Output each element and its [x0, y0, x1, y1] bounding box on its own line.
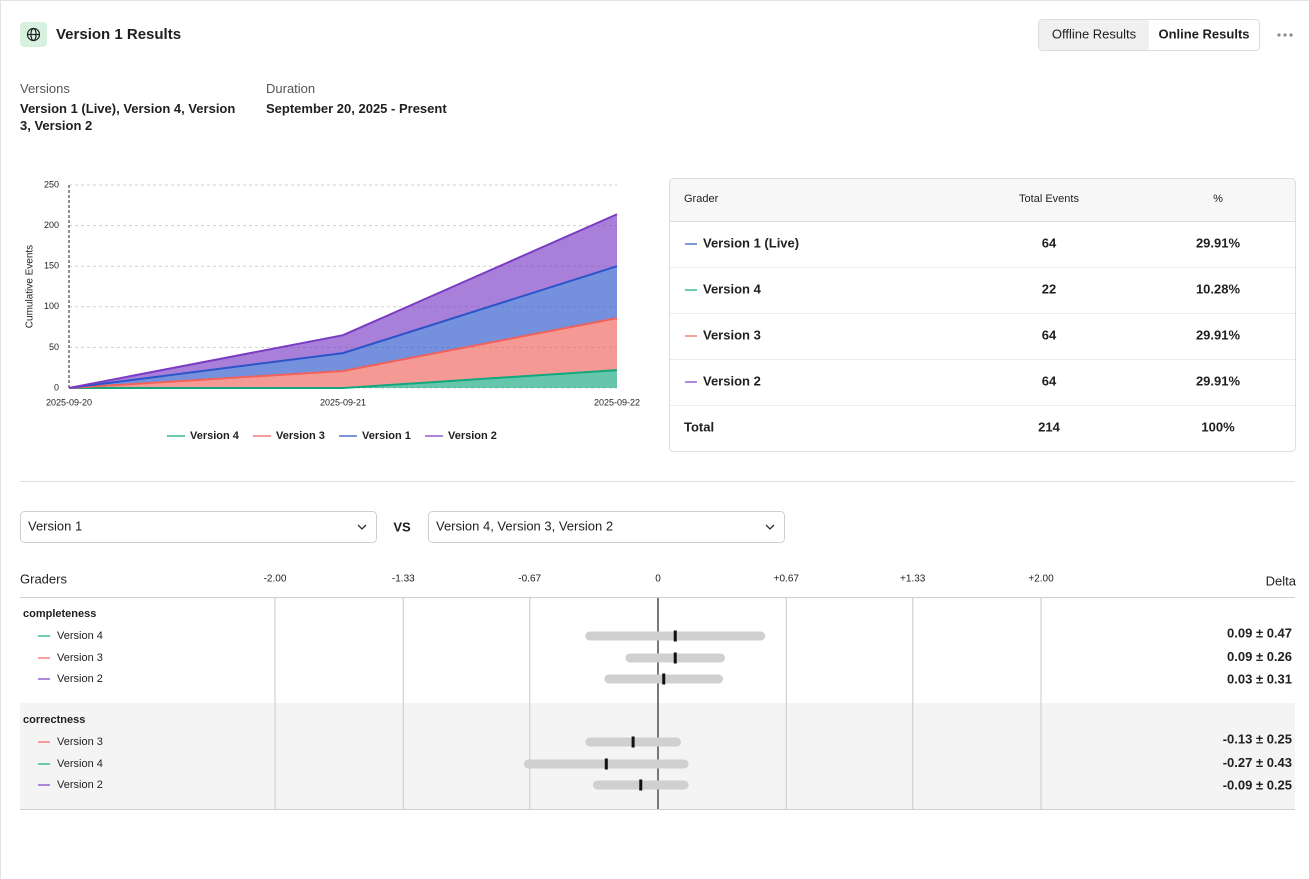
grader-name: correctness [23, 714, 85, 726]
series-name: Version 4 [57, 758, 103, 770]
series-name: Version 3 [57, 652, 103, 664]
mean-tick [673, 630, 677, 642]
percent-cell: 29.91% [1196, 373, 1241, 388]
axis-header: Graders [20, 571, 67, 586]
total-cell: 64 [1042, 327, 1057, 342]
tab-online[interactable]: Online Results [1158, 26, 1249, 41]
total-label: Total [684, 419, 714, 434]
versions-value: Version 1 (Live), Version 4, Version 3, … [20, 101, 236, 133]
total-percent: 100% [1201, 419, 1235, 434]
tab-offline-bg[interactable] [1039, 20, 1149, 50]
value-header: Delta [1266, 573, 1297, 588]
area-line [68, 265, 618, 389]
total-cell: 64 [1042, 373, 1057, 388]
table-header-bg [670, 179, 1295, 221]
area-fill [69, 266, 617, 388]
percent-cell: 29.91% [1196, 327, 1241, 342]
area-line [68, 213, 618, 389]
table-header: Total Events [1019, 193, 1079, 205]
legend-label: Version 4 [190, 430, 240, 442]
legend-label: Version 3 [276, 430, 325, 442]
chevron [765, 524, 775, 530]
x-tick-label: +2.00 [1028, 574, 1054, 585]
grader-cell: Version 3 [703, 327, 761, 342]
delta-label: 0.09 ± 0.47 [1227, 625, 1292, 640]
right-select[interactable] [428, 511, 785, 543]
versions-label: Versions [20, 81, 70, 96]
table-header: Grader [684, 193, 719, 205]
y-tick-label: 0 [54, 382, 59, 392]
grader-cell: Version 2 [703, 373, 761, 388]
total-cell: 22 [1042, 281, 1056, 296]
y-axis-label: Cumulative Events [25, 245, 36, 328]
table-header: % [1213, 193, 1223, 205]
series-name: Version 4 [57, 630, 103, 642]
y-tick-label: 200 [44, 220, 59, 230]
area-line [68, 317, 618, 389]
x-tick-label: -2.00 [264, 574, 287, 585]
mean-tick [631, 736, 635, 748]
legend-label: Version 1 [362, 430, 411, 442]
delta-label: 0.03 ± 0.31 [1227, 671, 1292, 686]
legend-label: Version 2 [448, 430, 497, 442]
chevron [357, 524, 367, 530]
x-tick-label: 2025-09-20 [46, 397, 92, 407]
x-tick-label: +1.33 [900, 574, 926, 585]
area-fill [69, 370, 617, 388]
percent-cell: 29.91% [1196, 235, 1241, 250]
series-name: Version 2 [57, 779, 103, 791]
x-tick-label: -0.67 [518, 574, 541, 585]
delta-label: -0.09 ± 0.25 [1223, 777, 1292, 792]
mean-tick [673, 652, 677, 664]
mean-tick [604, 758, 608, 770]
mean-tick [662, 673, 666, 685]
x-tick-label: -1.33 [392, 574, 415, 585]
delta-label: -0.27 ± 0.43 [1223, 755, 1292, 770]
right-select-value[interactable]: Version 4, Version 3, Version 2 [436, 518, 613, 533]
x-tick-label: 0 [655, 574, 661, 585]
tab-offline[interactable]: Offline Results [1052, 26, 1137, 41]
area-fill [69, 318, 617, 388]
y-tick-label: 50 [49, 342, 59, 352]
grader-cell: Version 4 [703, 281, 762, 296]
table-frame [669, 178, 1296, 452]
left-select-value[interactable]: Version 1 [28, 518, 82, 533]
globe-icon [26, 27, 41, 42]
x-tick-label: 2025-09-21 [320, 397, 366, 407]
series-name: Version 3 [57, 736, 103, 748]
grader-name: completeness [23, 608, 96, 620]
total-value: 214 [1038, 419, 1060, 434]
percent-cell: 10.28% [1196, 281, 1241, 296]
page-title: Version 1 Results [56, 26, 181, 43]
series-name: Version 2 [57, 673, 103, 685]
x-tick-label: +0.67 [774, 574, 800, 585]
delta-label: -0.13 ± 0.25 [1223, 731, 1292, 746]
duration-value: September 20, 2025 - Present [266, 101, 447, 116]
total-cell: 64 [1042, 235, 1057, 250]
vs-label: VS [393, 519, 411, 534]
left-select[interactable] [20, 511, 377, 543]
grader-cell: Version 1 (Live) [703, 235, 799, 250]
y-tick-label: 150 [44, 261, 59, 271]
duration-label: Duration [266, 81, 316, 96]
area-line [69, 369, 618, 389]
delta-label: 0.09 ± 0.26 [1227, 649, 1292, 664]
more-menu[interactable] [1277, 33, 1293, 37]
x-tick-label: 2025-09-22 [594, 397, 640, 407]
y-tick-label: 100 [44, 301, 59, 311]
y-tick-label: 250 [44, 179, 59, 189]
mean-tick [639, 779, 643, 791]
